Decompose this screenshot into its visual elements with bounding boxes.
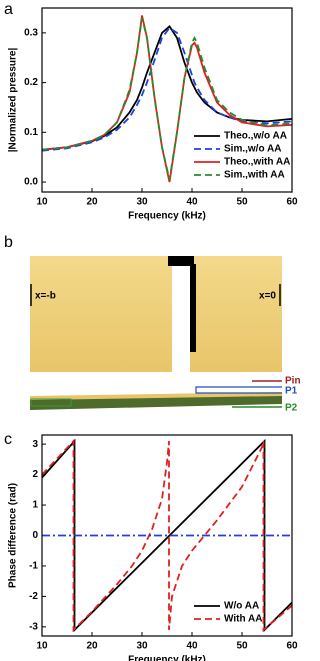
x-tick-label: 50 [236, 641, 248, 652]
figure: a b c x=-b x=0 Pin P1 P2 10 20 30 40 50 600.0… [4, 1, 301, 661]
x-axis-label: Frequency (kHz) [128, 655, 206, 661]
panel-label: c [4, 431, 12, 448]
panel-label: b [4, 234, 13, 251]
y-tick-label: 0.2 [24, 77, 38, 88]
y-tick-label: 1 [32, 500, 38, 511]
duct [30, 256, 282, 372]
legend-label: W/o AA [224, 601, 259, 612]
y-tick-label: 3 [32, 439, 38, 450]
arrow [195, 386, 282, 394]
legend-label: Sim.,with AA [224, 170, 285, 181]
x-tick-label: 30 [136, 197, 148, 208]
diagram-label: x=-b [35, 291, 56, 302]
series-line [42, 26, 292, 152]
y-axis-label: Phase difference (rad) [8, 483, 19, 588]
y-tick-label: 2 [32, 469, 38, 480]
plate-mark [30, 398, 72, 407]
x-tick-label: 20 [86, 641, 98, 652]
x-tick-label: 60 [286, 641, 298, 652]
axes-frame [41, 7, 293, 193]
x-axis-label: Frequency (kHz) [128, 211, 206, 222]
y-tick-label: 0.0 [24, 177, 38, 188]
series-line [42, 17, 292, 180]
legend-label: Theo.,w/o AA [224, 131, 287, 142]
plate-top [30, 392, 282, 400]
y-tick-label: -3 [29, 622, 38, 633]
y-tick-label: -1 [29, 561, 38, 572]
diagram-label: P2 [285, 403, 298, 414]
x-tick-label: 60 [286, 197, 298, 208]
axes-frame [41, 434, 293, 637]
y-axis-label: |Normalized pressure| [8, 48, 19, 153]
x-tick-label: 20 [86, 197, 98, 208]
x-tick-label: 10 [36, 197, 48, 208]
x-tick-label: 10 [36, 641, 48, 652]
series-line [42, 15, 292, 183]
x-tick-label: 50 [236, 197, 248, 208]
y-tick-label: 0.3 [24, 28, 38, 39]
plot-lines [42, 15, 292, 183]
series-line [42, 438, 292, 633]
diagram-label: x=0 [259, 291, 276, 302]
series-line [42, 438, 292, 633]
panel-label: a [4, 1, 13, 18]
legend-label: With AA [224, 614, 262, 625]
legend-label: Sim.,w/o AA [224, 144, 281, 155]
y-tick-label: -2 [29, 591, 38, 602]
y-tick-label: 0.1 [24, 127, 38, 138]
slot-cap [168, 256, 194, 266]
slot [172, 264, 190, 372]
y-tick-label: 0 [32, 530, 38, 541]
diagram-label: P1 [285, 386, 298, 397]
diagram: x=-b x=0 Pin P1 P2 [30, 256, 301, 414]
slot-wall [190, 264, 196, 352]
x-tick-label: 30 [136, 641, 148, 652]
x-tick-label: 40 [186, 197, 198, 208]
diagram-label: Pin [285, 376, 301, 387]
x-tick-label: 40 [186, 641, 198, 652]
plot-lines [42, 438, 292, 633]
legend-label: Theo.,with AA [224, 157, 290, 168]
